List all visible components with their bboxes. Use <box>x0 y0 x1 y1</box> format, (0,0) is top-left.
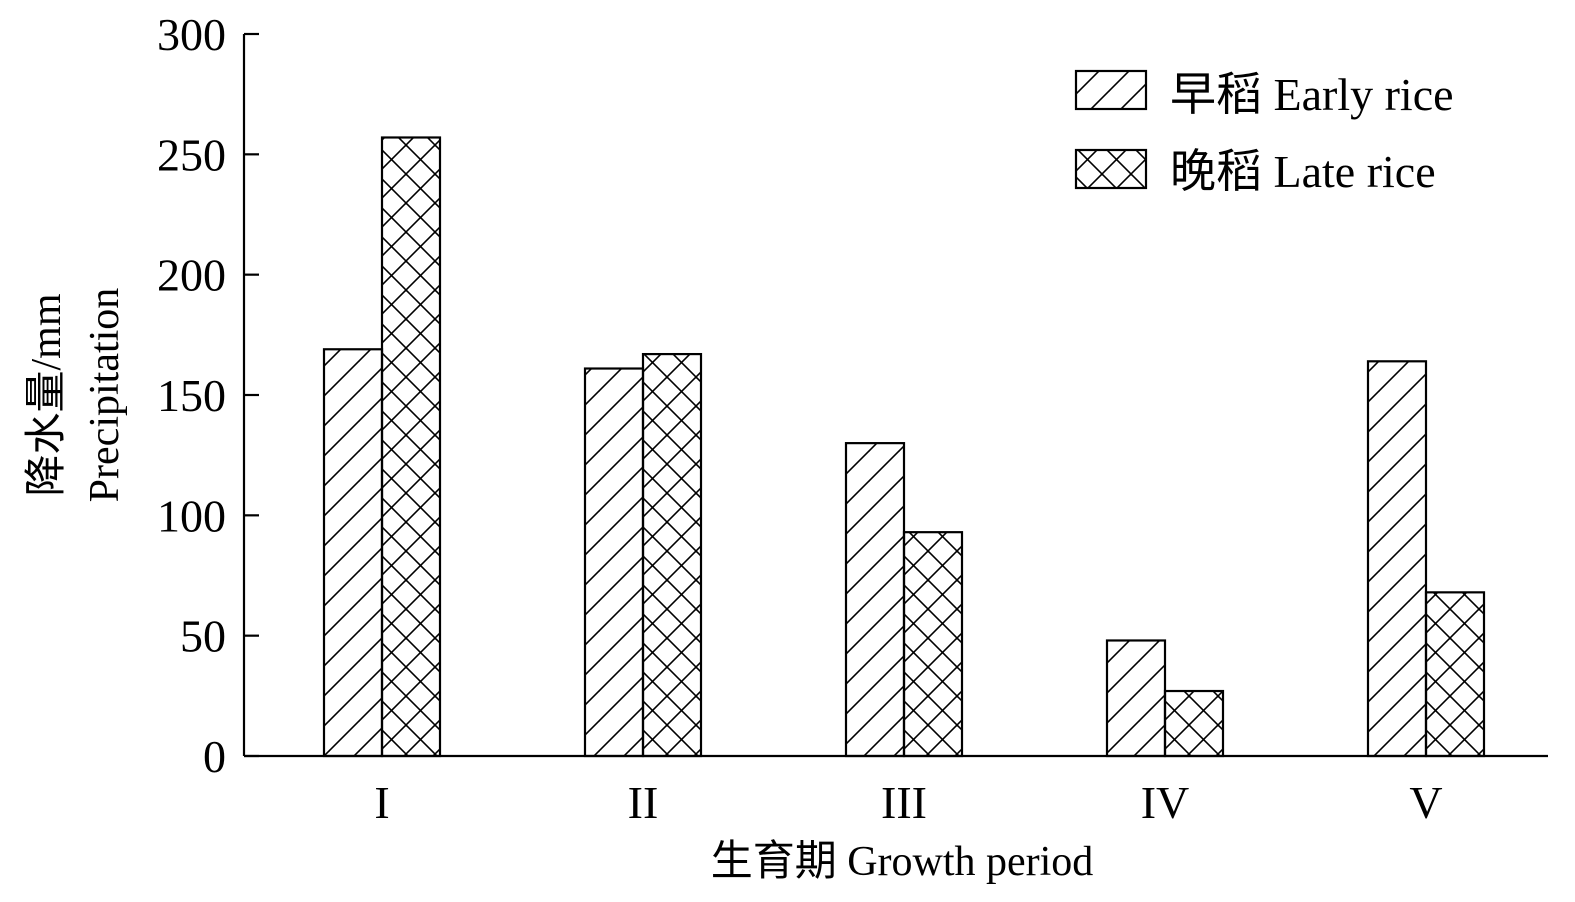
y-tick-label-100: 100 <box>157 490 226 541</box>
x-tick-label-2: II <box>628 777 659 828</box>
bar-early-rice-1 <box>322 348 384 758</box>
bar-early-rice-2 <box>583 367 645 758</box>
y-tick-label-50: 50 <box>180 611 226 662</box>
x-axis: I II III IV V <box>244 754 1548 828</box>
legend: 早稻 Early rice 晚稻 Late rice <box>1074 69 1454 197</box>
bar-early-rice-4 <box>1105 639 1167 758</box>
legend-swatch-late-rice <box>1074 148 1148 190</box>
bar-late-rice-3 <box>902 531 964 758</box>
x-tick-label-1: I <box>374 777 389 828</box>
bar-late-rice-5 <box>1424 591 1486 758</box>
y-axis-title-line2: Precipitation <box>82 288 128 503</box>
y-tick-label-200: 200 <box>157 250 226 301</box>
y-tick-label-300: 300 <box>157 9 226 60</box>
legend-label-late-rice: 晚稻 Late rice <box>1170 146 1436 197</box>
y-tick-label-150: 150 <box>157 370 226 421</box>
bar-late-rice-1 <box>380 136 442 758</box>
x-tick-label-4: IV <box>1141 777 1190 828</box>
x-tick-label-3: III <box>881 777 927 828</box>
legend-label-early-rice: 早稻 Early rice <box>1170 69 1454 120</box>
bar-late-rice-2 <box>641 352 703 758</box>
bars-group <box>322 136 1486 758</box>
y-tick-label-0: 0 <box>203 731 226 782</box>
bar-early-rice-5 <box>1366 360 1428 758</box>
bar-early-rice-3 <box>844 442 906 758</box>
legend-swatch-early-rice <box>1074 69 1148 111</box>
bar-late-rice-4 <box>1163 689 1225 758</box>
x-tick-label-5: V <box>1409 777 1442 828</box>
y-axis-title-line1: 降水量/mm <box>24 293 70 496</box>
y-axis: 0 50 100 150 200 250 300 <box>157 9 259 782</box>
x-axis-title: 生育期 Growth period <box>711 838 1094 885</box>
y-tick-label-250: 250 <box>157 129 226 180</box>
